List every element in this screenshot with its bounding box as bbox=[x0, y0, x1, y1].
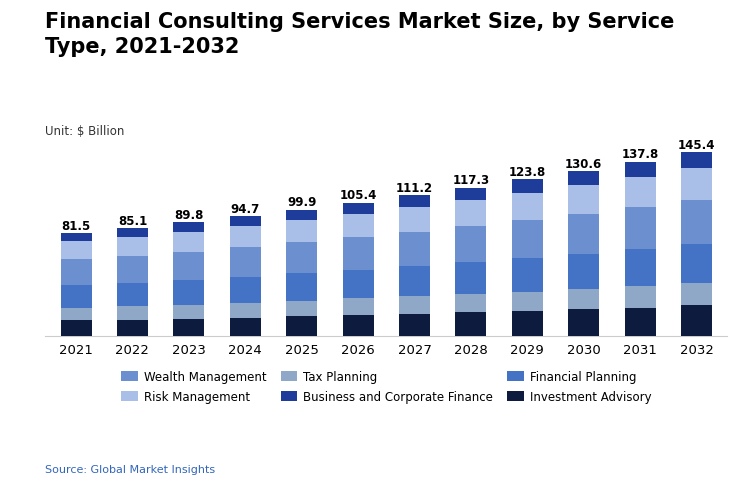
Bar bbox=[399, 314, 430, 336]
Bar bbox=[230, 248, 261, 277]
Bar bbox=[512, 312, 543, 336]
Bar bbox=[230, 303, 261, 318]
Bar bbox=[512, 193, 543, 221]
Text: 99.9: 99.9 bbox=[287, 196, 316, 209]
Bar bbox=[117, 307, 148, 320]
Bar bbox=[455, 263, 486, 295]
Text: 145.4: 145.4 bbox=[678, 139, 716, 152]
Text: Source: Global Market Insights: Source: Global Market Insights bbox=[45, 464, 215, 474]
Text: 130.6: 130.6 bbox=[565, 157, 602, 170]
Bar bbox=[343, 299, 374, 315]
Bar bbox=[230, 277, 261, 303]
Bar bbox=[681, 306, 712, 336]
Bar bbox=[399, 297, 430, 314]
Bar bbox=[117, 256, 148, 283]
Bar bbox=[681, 283, 712, 306]
Bar bbox=[512, 221, 543, 259]
Bar bbox=[286, 243, 317, 274]
Bar bbox=[625, 287, 656, 308]
Text: Financial Consulting Services Market Size, by Service
Type, 2021-2032: Financial Consulting Services Market Siz… bbox=[45, 12, 674, 57]
Bar bbox=[399, 196, 430, 208]
Bar bbox=[625, 177, 656, 207]
Legend: Wealth Management, Risk Management, Tax Planning, Business and Corporate Finance: Wealth Management, Risk Management, Tax … bbox=[122, 370, 651, 403]
Bar bbox=[343, 203, 374, 215]
Text: 123.8: 123.8 bbox=[509, 166, 546, 179]
Bar bbox=[681, 200, 712, 244]
Bar bbox=[61, 286, 92, 308]
Text: 81.5: 81.5 bbox=[62, 219, 91, 232]
Bar bbox=[399, 232, 430, 267]
Bar bbox=[117, 229, 148, 238]
Text: 117.3: 117.3 bbox=[452, 174, 490, 187]
Bar bbox=[512, 180, 543, 193]
Bar bbox=[117, 320, 148, 336]
Bar bbox=[455, 201, 486, 227]
Bar bbox=[568, 310, 599, 336]
Text: 111.2: 111.2 bbox=[396, 181, 433, 194]
Bar bbox=[455, 227, 486, 263]
Bar bbox=[61, 242, 92, 260]
Bar bbox=[625, 250, 656, 287]
Bar bbox=[61, 308, 92, 321]
Bar bbox=[681, 153, 712, 168]
Bar bbox=[568, 186, 599, 214]
Bar bbox=[286, 210, 317, 221]
Bar bbox=[230, 227, 261, 248]
Text: 89.8: 89.8 bbox=[174, 209, 203, 222]
Bar bbox=[343, 215, 374, 238]
Bar bbox=[512, 259, 543, 292]
Bar bbox=[173, 319, 204, 336]
Bar bbox=[173, 305, 204, 319]
Bar bbox=[173, 252, 204, 280]
Bar bbox=[230, 216, 261, 227]
Bar bbox=[568, 289, 599, 310]
Bar bbox=[286, 221, 317, 243]
Text: Unit: $ Billion: Unit: $ Billion bbox=[45, 125, 125, 138]
Bar bbox=[625, 308, 656, 336]
Bar bbox=[568, 171, 599, 186]
Bar bbox=[286, 316, 317, 336]
Bar bbox=[625, 207, 656, 250]
Bar bbox=[286, 301, 317, 316]
Bar bbox=[625, 162, 656, 177]
Bar bbox=[343, 315, 374, 336]
Bar bbox=[681, 244, 712, 283]
Text: 85.1: 85.1 bbox=[118, 215, 147, 228]
Bar bbox=[173, 232, 204, 252]
Text: 105.4: 105.4 bbox=[339, 189, 376, 202]
Bar bbox=[399, 208, 430, 232]
Bar bbox=[61, 260, 92, 286]
Bar bbox=[681, 168, 712, 200]
Bar bbox=[286, 274, 317, 301]
Bar bbox=[117, 283, 148, 307]
Bar bbox=[117, 238, 148, 256]
Bar bbox=[61, 233, 92, 242]
Bar bbox=[455, 188, 486, 201]
Bar bbox=[343, 270, 374, 299]
Bar bbox=[61, 321, 92, 336]
Bar bbox=[230, 318, 261, 336]
Text: 94.7: 94.7 bbox=[230, 203, 260, 216]
Bar bbox=[455, 295, 486, 312]
Bar bbox=[455, 312, 486, 336]
Bar bbox=[568, 214, 599, 254]
Bar bbox=[343, 238, 374, 270]
Bar bbox=[512, 292, 543, 312]
Bar bbox=[568, 254, 599, 289]
Bar bbox=[173, 223, 204, 232]
Text: 137.8: 137.8 bbox=[622, 148, 658, 161]
Bar bbox=[173, 280, 204, 305]
Bar bbox=[399, 267, 430, 297]
